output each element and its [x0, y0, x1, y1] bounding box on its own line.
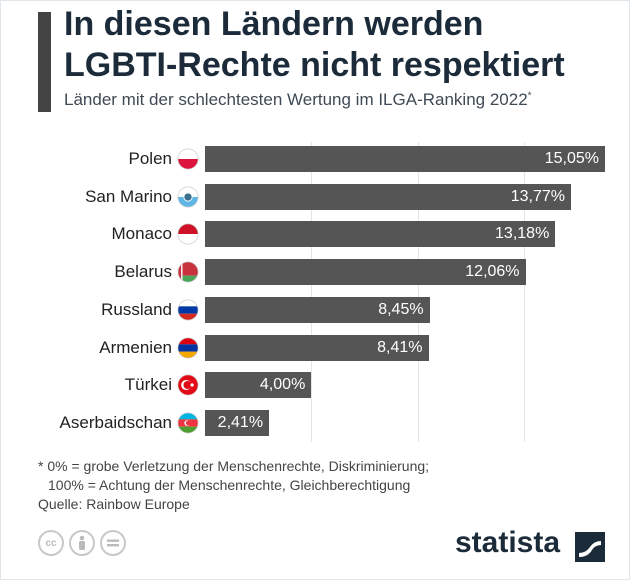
title-line-1: In diesen Ländern werden — [64, 5, 484, 43]
gridline — [311, 142, 313, 442]
bar[interactable]: 8,45% — [205, 296, 430, 323]
bar[interactable]: 12,06% — [205, 259, 526, 286]
value-label: 15,05% — [544, 150, 599, 167]
license-icons: cc — [38, 530, 126, 556]
azerbaijan-flag-icon — [177, 412, 199, 434]
category-label: Armenien — [99, 337, 172, 357]
bar[interactable]: 13,18% — [205, 221, 556, 248]
gridline — [523, 142, 525, 442]
title-line-2: LGBTI-Rechte nicht respektiert — [64, 46, 565, 84]
category-label: Aserbaidschan — [59, 412, 172, 432]
russia-flag-icon — [177, 299, 199, 321]
title-accent-bar — [38, 12, 51, 112]
statista-logo-text[interactable]: statista — [455, 526, 561, 559]
cc-icon[interactable]: cc — [38, 530, 64, 556]
value-label: 8,45% — [378, 300, 424, 318]
gridline — [417, 142, 419, 442]
category-label: Monaco — [111, 224, 172, 244]
subtitle-footnote-mark: * — [527, 90, 532, 102]
category-label: Polen — [128, 149, 172, 168]
note-line-1: * 0% = grobe Verletzung der Menschenrech… — [38, 458, 430, 474]
san-marino-flag-icon — [177, 186, 199, 208]
value-label: 8,41% — [377, 338, 423, 356]
value-label: 4,00% — [259, 376, 306, 394]
by-icon[interactable] — [69, 530, 95, 556]
bar[interactable]: 15,05% — [205, 146, 605, 172]
value-label: 12,06% — [465, 263, 520, 281]
chart-subtitle: Länder mit der schlechtesten Wertung im … — [64, 90, 532, 110]
belarus-flag-icon — [177, 261, 199, 283]
poland-flag-icon — [177, 148, 199, 170]
chart-notes: * 0% = grobe Verletzung der Menschenrech… — [38, 457, 429, 514]
category-label: Belarus — [114, 262, 172, 282]
category-label: Türkei — [124, 375, 172, 395]
subtitle-text: Länder mit der schlechtesten Wertung im … — [64, 90, 528, 109]
bar[interactable]: 8,41% — [205, 334, 429, 361]
value-label: 2,41% — [217, 413, 264, 431]
nd-icon[interactable] — [100, 530, 126, 556]
chart-title: In diesen Ländern werden LGBTI-Rechte ni… — [64, 4, 624, 86]
value-label: 13,18% — [495, 225, 550, 243]
category-label: San Marino — [85, 186, 172, 206]
monaco-flag-icon — [177, 223, 199, 245]
value-label: 13,77% — [510, 187, 565, 205]
bar[interactable]: 13,77% — [205, 183, 571, 210]
armenia-flag-icon — [177, 337, 199, 358]
bar[interactable]: 2,41% — [205, 409, 270, 436]
category-label: Russland — [101, 299, 172, 319]
turkey-flag-icon — [177, 374, 199, 396]
source-text: Quelle: Rainbow Europe — [38, 496, 190, 512]
statista-logo-icon — [575, 532, 605, 562]
note-line-2: 100% = Achtung der Menschenrechte, Gleic… — [48, 477, 411, 493]
bar[interactable]: 4,00% — [205, 372, 312, 399]
